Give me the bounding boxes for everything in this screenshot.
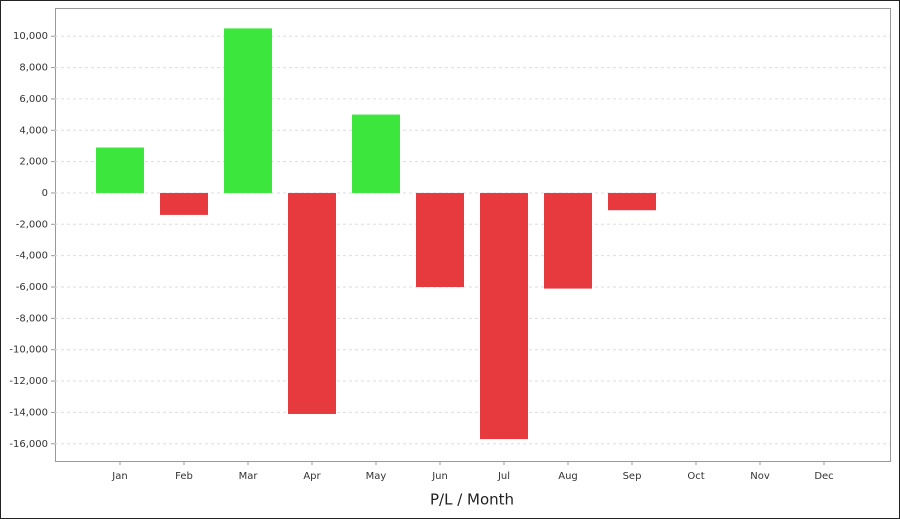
x-tick-label: Jun — [431, 471, 448, 482]
y-tick-label: 10,000 — [13, 31, 48, 42]
bar — [480, 192, 528, 440]
y-tick-label: 2,000 — [19, 157, 48, 168]
plot-area — [55, 8, 891, 462]
x-tick-label: Nov — [750, 471, 770, 482]
y-tick-label: -2,000 — [16, 219, 48, 230]
x-tick-label: Apr — [303, 471, 321, 482]
y-tick-label: -10,000 — [9, 345, 48, 356]
y-tick-label: -16,000 — [9, 439, 48, 450]
bar — [96, 147, 144, 193]
y-tick-label: 8,000 — [19, 63, 48, 74]
y-tick-label: -8,000 — [16, 313, 48, 324]
x-tick-label: Dec — [814, 471, 833, 482]
bar — [160, 192, 208, 215]
bar — [608, 192, 656, 211]
y-tick-label: -4,000 — [16, 251, 48, 262]
x-tick-label: Sep — [623, 471, 642, 482]
bar — [416, 192, 464, 288]
bar — [224, 28, 272, 193]
x-tick-label: Aug — [558, 471, 578, 482]
x-axis-title: P/L / Month — [430, 491, 514, 509]
x-tick-label: May — [366, 471, 387, 482]
x-tick-label: Jul — [497, 471, 510, 482]
x-tick-label: Feb — [175, 471, 193, 482]
x-tick-label: Oct — [687, 471, 704, 482]
y-tick-label: 4,000 — [19, 125, 48, 136]
bar — [352, 114, 400, 193]
y-tick-label: -14,000 — [9, 407, 48, 418]
y-tick-label: -12,000 — [9, 376, 48, 387]
y-tick-label: -6,000 — [16, 282, 48, 293]
y-tick-label: 0 — [42, 188, 48, 199]
y-tick-label: 6,000 — [19, 94, 48, 105]
bar — [544, 192, 592, 289]
x-tick-label: Jan — [111, 471, 127, 482]
bar — [288, 192, 336, 414]
x-tick-label: Mar — [239, 471, 259, 482]
